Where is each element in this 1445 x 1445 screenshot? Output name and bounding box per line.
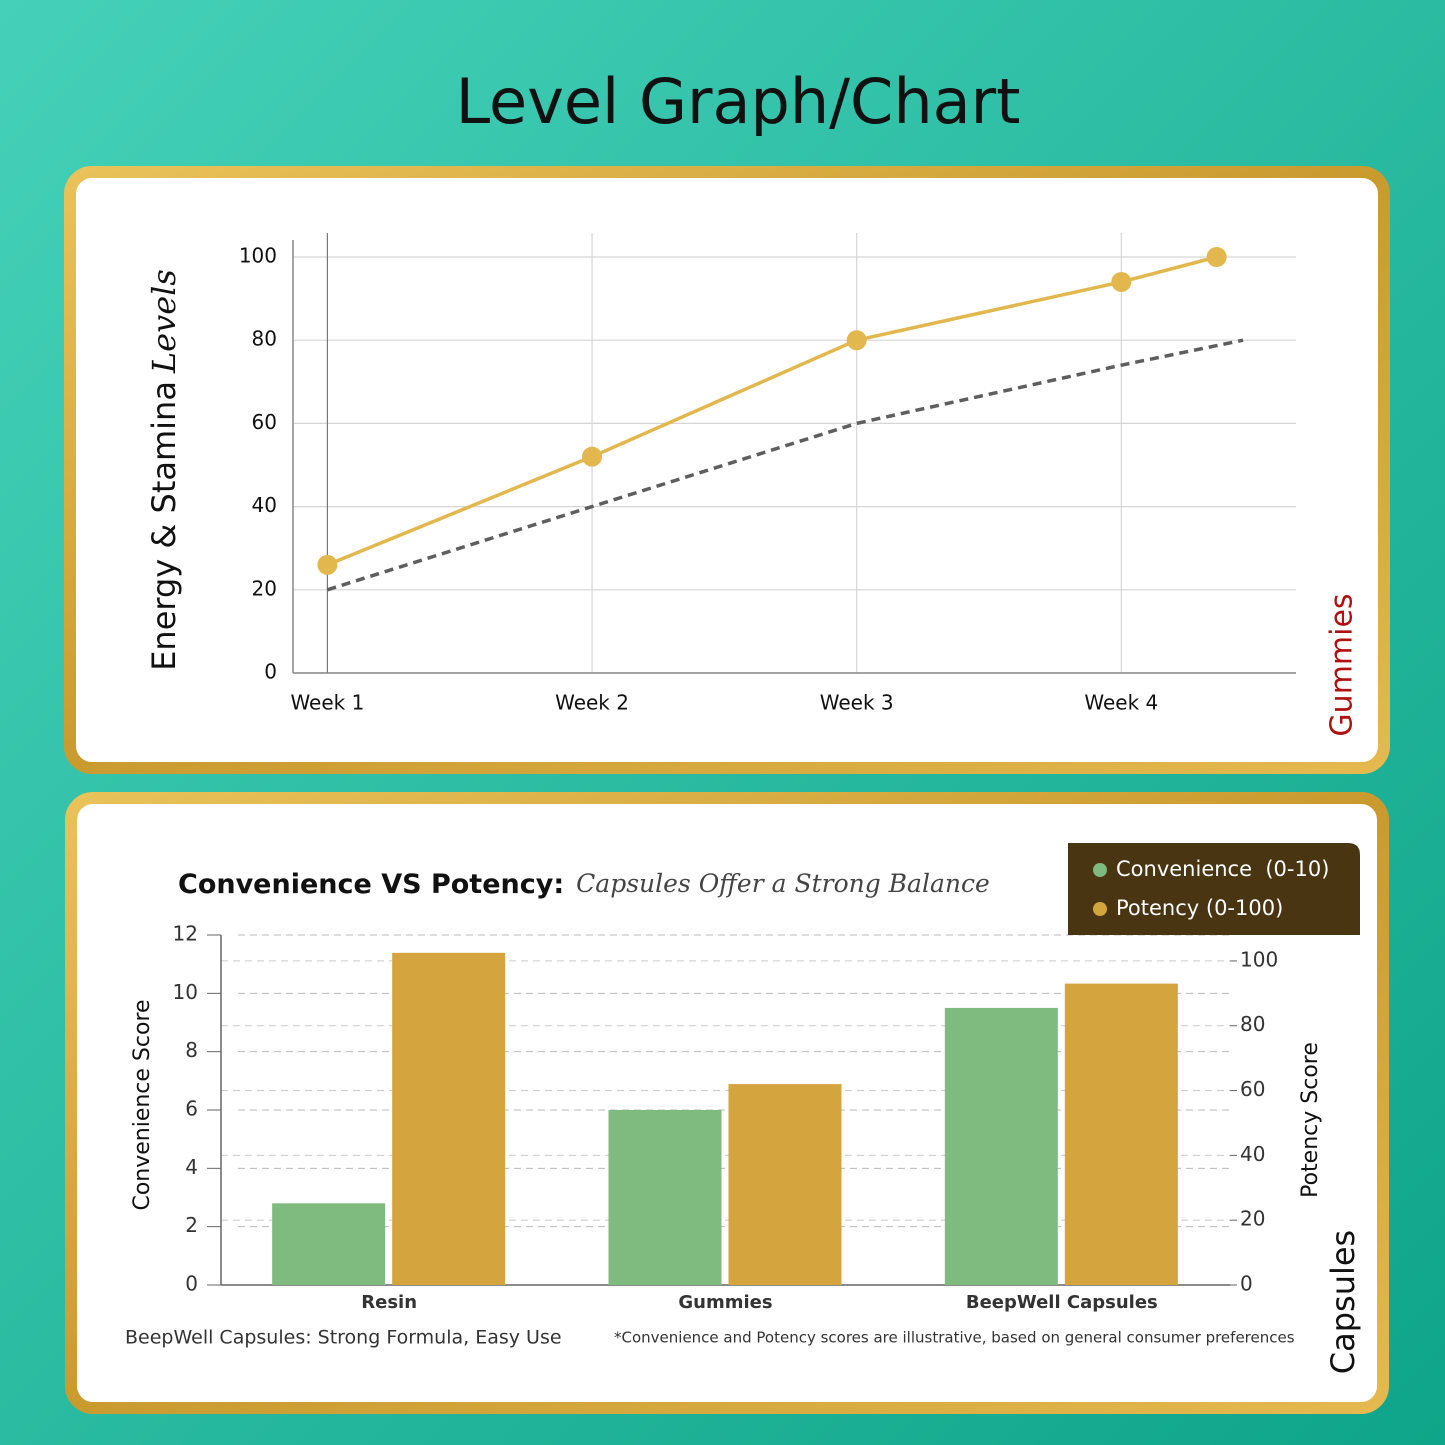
legend-label: Convenience (0-10) xyxy=(1116,857,1329,881)
point xyxy=(1111,271,1132,292)
point xyxy=(1206,247,1227,267)
bar xyxy=(1064,983,1178,1285)
y-axis-label-text: Energy & Stamina xyxy=(145,381,183,671)
page-title: Level Graph/Chart xyxy=(456,65,1021,138)
y-axis-label: Energy & Stamina Levels xyxy=(145,269,184,671)
x-tick-label: Week 2 xyxy=(555,691,629,715)
y2-tick-label: 0 xyxy=(1240,1272,1253,1296)
bar xyxy=(728,1084,842,1285)
y-axis-label-italic: Levels xyxy=(145,269,183,374)
legend-box xyxy=(1068,843,1360,935)
y-tick-label: 4 xyxy=(185,1155,198,1179)
y-axis-label: Convenience Score xyxy=(130,999,155,1210)
side-label: Capsules xyxy=(1324,1230,1362,1374)
y-tick-label: 60 xyxy=(252,410,277,434)
panel xyxy=(64,166,1390,774)
legend-marker xyxy=(1093,863,1107,877)
note: *Convenience and Potency scores are illu… xyxy=(614,1329,1295,1347)
y2-tick-label: 40 xyxy=(1240,1142,1265,1166)
y2-tick-label: 60 xyxy=(1240,1077,1265,1101)
y2-tick-label: 80 xyxy=(1240,1012,1265,1036)
y-tick-label: 10 xyxy=(173,980,198,1004)
chart-subtitle: Capsules Offer a Strong Balance xyxy=(576,869,990,898)
x-tick-label: Week 1 xyxy=(290,691,364,715)
legend-label: Potency (0-100) xyxy=(1116,896,1283,920)
note: BeepWell Capsules: Strong Formula, Easy … xyxy=(125,1327,562,1349)
x-tick-label: BeepWell Capsules xyxy=(966,1292,1158,1313)
y-tick-label: 20 xyxy=(252,576,277,600)
y-tick-label: 6 xyxy=(185,1097,198,1121)
legend-marker xyxy=(1093,902,1107,916)
y-tick-label: 80 xyxy=(252,327,277,351)
bar xyxy=(392,952,506,1285)
x-tick-label: Gummies xyxy=(678,1292,772,1313)
bar xyxy=(944,1007,1058,1285)
x-tick-label: Week 4 xyxy=(1084,691,1158,715)
side-label: Gummies xyxy=(1325,593,1360,736)
x-tick-label: Resin xyxy=(361,1292,417,1313)
y-tick-label: 12 xyxy=(173,922,198,946)
bar xyxy=(608,1110,722,1285)
chart-title-bold: Convenience VS Potency: xyxy=(178,869,564,900)
y-tick-label: 2 xyxy=(185,1213,198,1237)
y-tick-label: 40 xyxy=(252,493,277,517)
y2-tick-label: 100 xyxy=(1240,947,1278,971)
chart-title: Convenience VS Potency: Capsules Offer a … xyxy=(178,869,990,900)
y-tick-label: 100 xyxy=(239,244,277,268)
point xyxy=(846,330,867,351)
y-tick-label: 0 xyxy=(264,660,277,684)
x-tick-label: Week 3 xyxy=(820,691,894,715)
series-line xyxy=(326,338,1244,592)
y2-tick-label: 20 xyxy=(1240,1207,1265,1231)
bar xyxy=(272,1203,386,1285)
y2-axis-label: Potency Score xyxy=(1298,1042,1323,1198)
y-tick-label: 0 xyxy=(185,1272,198,1296)
y-tick-label: 8 xyxy=(185,1038,198,1062)
point xyxy=(582,446,603,467)
point xyxy=(317,554,338,575)
